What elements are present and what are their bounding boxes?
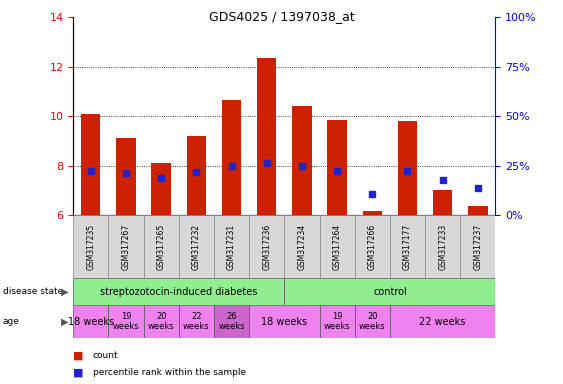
Bar	[73, 305, 108, 338]
Bar	[73, 278, 284, 305]
Bar	[461, 215, 495, 278]
Bar	[468, 206, 488, 215]
Text: GSM317234: GSM317234	[297, 223, 306, 270]
Bar	[425, 215, 461, 278]
Text: ■: ■	[73, 367, 84, 377]
Text: 19
weeks: 19 weeks	[324, 312, 350, 331]
Text: GSM317235: GSM317235	[86, 223, 95, 270]
Bar	[363, 211, 382, 215]
Text: 20
weeks: 20 weeks	[359, 312, 386, 331]
Bar	[144, 215, 179, 278]
Bar	[284, 215, 320, 278]
Bar	[214, 215, 249, 278]
Bar	[398, 121, 417, 215]
Bar	[151, 163, 171, 215]
Text: GSM317237: GSM317237	[473, 223, 482, 270]
Text: GSM317266: GSM317266	[368, 223, 377, 270]
Bar	[249, 305, 320, 338]
Bar	[390, 305, 495, 338]
Text: GSM317236: GSM317236	[262, 223, 271, 270]
Bar	[117, 138, 136, 215]
Text: percentile rank within the sample: percentile rank within the sample	[93, 368, 246, 377]
Bar	[390, 215, 425, 278]
Bar	[222, 100, 241, 215]
Text: GSM317177: GSM317177	[403, 223, 412, 270]
Bar	[187, 136, 206, 215]
Text: streptozotocin-induced diabetes: streptozotocin-induced diabetes	[100, 287, 257, 297]
Bar	[73, 215, 108, 278]
Bar	[214, 305, 249, 338]
Text: ■: ■	[73, 350, 84, 360]
Text: GSM317233: GSM317233	[438, 223, 447, 270]
Text: 22 weeks: 22 weeks	[419, 316, 466, 327]
Bar	[179, 215, 214, 278]
Text: 26
weeks: 26 weeks	[218, 312, 245, 331]
Bar	[249, 215, 284, 278]
Bar	[292, 106, 311, 215]
Bar	[433, 190, 452, 215]
Text: control: control	[373, 287, 406, 297]
Text: 22
weeks: 22 weeks	[183, 312, 209, 331]
Bar	[355, 215, 390, 278]
Text: GDS4025 / 1397038_at: GDS4025 / 1397038_at	[209, 10, 354, 23]
Bar	[320, 215, 355, 278]
Text: 18 weeks: 18 weeks	[261, 316, 307, 327]
Bar	[144, 305, 179, 338]
Text: disease state: disease state	[3, 287, 63, 296]
Text: GSM317264: GSM317264	[333, 223, 342, 270]
Text: GSM317231: GSM317231	[227, 223, 236, 270]
Text: 19
weeks: 19 weeks	[113, 312, 139, 331]
Bar	[320, 305, 355, 338]
Bar	[257, 58, 276, 215]
Bar	[81, 114, 100, 215]
Text: 20
weeks: 20 weeks	[148, 312, 175, 331]
Bar	[108, 305, 144, 338]
Bar	[355, 305, 390, 338]
Text: GSM317232: GSM317232	[192, 223, 201, 270]
Text: GSM317265: GSM317265	[157, 223, 166, 270]
Text: ▶: ▶	[61, 316, 69, 327]
Bar	[284, 278, 495, 305]
Bar	[328, 120, 347, 215]
Bar	[108, 215, 144, 278]
Text: count: count	[93, 351, 119, 360]
Bar	[179, 305, 214, 338]
Text: age: age	[3, 317, 20, 326]
Text: ▶: ▶	[61, 287, 69, 297]
Text: 18 weeks: 18 weeks	[68, 316, 114, 327]
Text: GSM317267: GSM317267	[122, 223, 131, 270]
